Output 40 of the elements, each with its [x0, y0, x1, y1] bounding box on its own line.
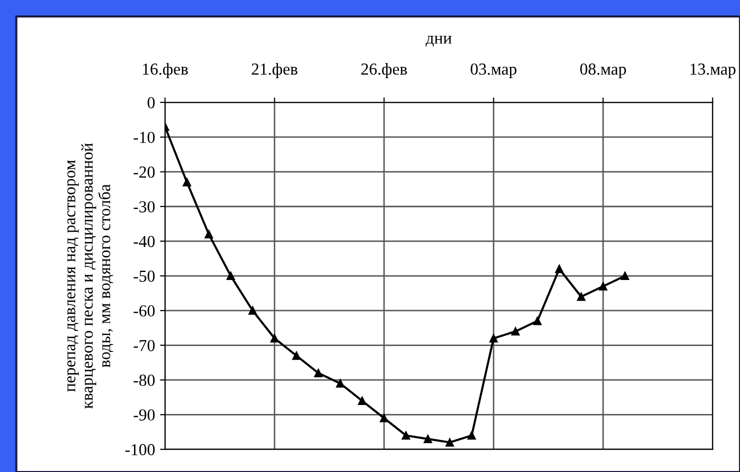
point	[620, 272, 630, 280]
point	[248, 306, 257, 315]
point	[204, 230, 213, 238]
y-tick-label: -30	[134, 201, 155, 212]
point	[270, 334, 279, 342]
point	[577, 292, 586, 301]
y-tick-label: -50	[134, 270, 155, 282]
x-tick-label: 16.фев	[143, 63, 188, 78]
point	[555, 264, 564, 274]
y-tick-label: -60	[134, 305, 155, 317]
y-tick-label: -70	[134, 340, 155, 352]
point	[533, 316, 542, 326]
point	[598, 282, 608, 290]
point	[380, 414, 388, 422]
x-tick-label: 08.мар	[580, 63, 626, 78]
point	[226, 272, 235, 280]
point	[182, 178, 192, 186]
point	[336, 379, 344, 388]
point	[489, 334, 498, 342]
x-tick-label: 03.мар	[470, 63, 516, 78]
point	[446, 438, 454, 447]
x-tick-label: 21.фев	[252, 63, 298, 78]
point	[314, 368, 323, 378]
y-tick-label: 0	[148, 97, 155, 108]
y-axis-title: перепад давления над раствором кварцевого песка и дисцилированной воды, мм водяного столба	[67, 143, 114, 409]
y-tick-label: -40	[134, 236, 155, 248]
y-tick-label: -10	[134, 132, 155, 144]
y-tick-label: -90	[134, 409, 155, 421]
point	[468, 431, 476, 440]
x-tick-label: 26.фев	[361, 63, 407, 78]
point	[511, 327, 520, 336]
y-tick-label: -20	[134, 166, 155, 178]
y-tick-label: -100	[125, 444, 155, 456]
x-axis-title: дни	[426, 36, 452, 47]
x-tick-label: 13.мар	[690, 64, 736, 78]
point	[424, 434, 432, 444]
point	[292, 352, 301, 360]
y-tick-label: -80	[134, 374, 155, 386]
point	[358, 396, 366, 405]
point	[402, 431, 410, 440]
